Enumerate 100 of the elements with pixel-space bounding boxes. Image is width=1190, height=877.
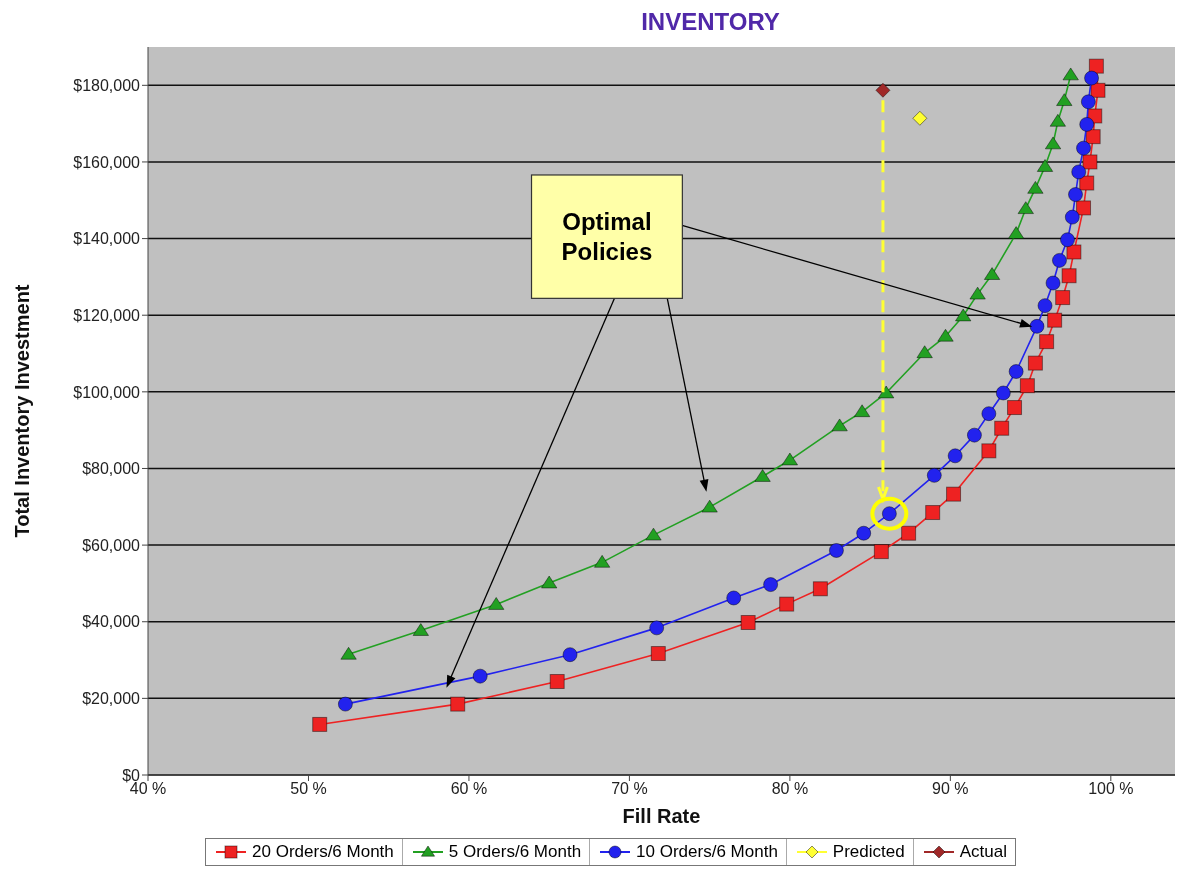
point (488, 596, 505, 610)
point (828, 542, 844, 558)
legend-label: 20 Orders/6 Month (252, 842, 394, 862)
point (1079, 116, 1095, 132)
point (966, 427, 982, 443)
x-tick-label: 50 % (290, 780, 327, 798)
point (926, 467, 942, 483)
point (994, 420, 1010, 436)
x-axis-title: Fill Rate (622, 805, 701, 827)
point (873, 544, 889, 560)
point (875, 82, 891, 98)
point (1066, 244, 1082, 260)
point (649, 620, 665, 636)
point (1076, 140, 1092, 156)
point (981, 443, 997, 459)
point (763, 577, 779, 593)
point (1019, 378, 1035, 394)
point (549, 674, 565, 690)
point (1062, 67, 1079, 81)
point (1027, 180, 1044, 194)
point (1007, 226, 1025, 239)
point (1064, 209, 1080, 225)
annotation: Optimal Policies (561, 207, 653, 265)
y-tick-label: $180,000 (73, 77, 141, 94)
y-tick-label: $20,000 (82, 690, 141, 708)
point (1076, 200, 1092, 216)
x-tick-label: 90 % (932, 780, 969, 798)
point (1084, 70, 1100, 86)
point (1085, 129, 1101, 145)
point (1045, 275, 1061, 291)
point (1090, 82, 1106, 98)
point (916, 345, 933, 359)
x-tick-label: 60 % (450, 780, 488, 798)
point (853, 404, 871, 418)
point (1056, 93, 1073, 107)
x-tick-label: 100 % (1088, 780, 1134, 798)
point (937, 328, 954, 342)
chart-title: INVENTORY (640, 8, 781, 37)
legend-label: 5 Orders/6 Month (448, 842, 582, 862)
point (954, 308, 972, 322)
point (1047, 312, 1063, 328)
point (540, 575, 558, 589)
point (1079, 175, 1095, 191)
point (340, 646, 357, 660)
y-tick-label: $140,000 (73, 230, 141, 248)
point (831, 418, 848, 432)
point (1008, 364, 1024, 380)
point (1017, 201, 1034, 215)
point (593, 554, 611, 568)
point (337, 696, 353, 712)
point (1059, 232, 1075, 248)
point (1061, 268, 1077, 284)
point (645, 527, 662, 541)
point (726, 590, 742, 606)
x-tick-label: 80 % (771, 780, 809, 798)
point (1049, 113, 1067, 127)
point (1055, 290, 1071, 306)
point (1068, 187, 1084, 203)
point (472, 668, 488, 684)
legend-label: Predicted (832, 842, 905, 862)
legend-label: 10 Orders/6 Month (636, 842, 778, 862)
point (812, 581, 828, 597)
point (779, 596, 795, 612)
point (1082, 154, 1098, 170)
x-tick-label: 70 % (611, 780, 648, 798)
point (981, 406, 997, 422)
point (1044, 136, 1062, 150)
point (1029, 318, 1045, 334)
point (995, 385, 1011, 401)
point (1088, 58, 1104, 74)
legend-label: Actual (959, 842, 1007, 862)
y-tick-label: $160,000 (73, 153, 141, 171)
y-tick-label: $100,000 (73, 383, 141, 401)
y-tick-label: $40,000 (82, 613, 141, 631)
point (1080, 94, 1096, 110)
y-axis-title: Total Inventory Investment (11, 284, 34, 538)
point (1027, 355, 1043, 371)
point (856, 525, 872, 541)
y-tick-label: $80,000 (82, 460, 141, 478)
y-tick-label: $120,000 (73, 306, 141, 324)
point (1051, 252, 1067, 268)
point (740, 615, 756, 630)
point (1036, 159, 1054, 172)
point (781, 452, 799, 466)
point (901, 525, 917, 541)
point (877, 385, 895, 399)
point (969, 286, 986, 300)
point (947, 448, 963, 464)
point (925, 505, 941, 521)
point (912, 110, 928, 126)
point (754, 469, 771, 482)
point (312, 716, 328, 732)
point (983, 267, 1001, 280)
point (450, 696, 466, 712)
point (1071, 164, 1087, 180)
point (1007, 400, 1023, 416)
point (701, 499, 718, 513)
point (1039, 334, 1055, 350)
y-tick-label: $60,000 (82, 536, 141, 554)
point (1037, 298, 1053, 314)
